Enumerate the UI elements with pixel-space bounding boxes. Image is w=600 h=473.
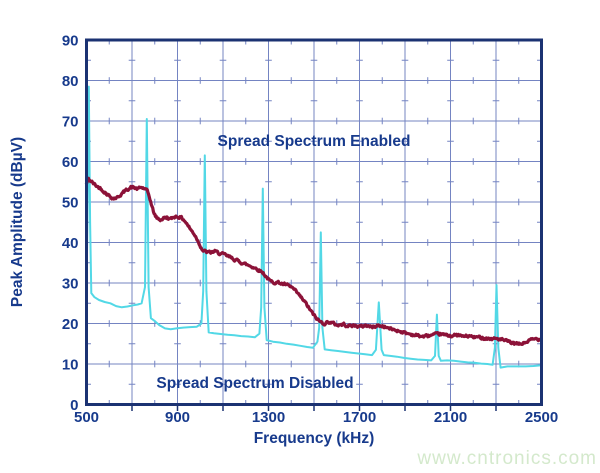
x-tick-label: 2500 [525,409,558,426]
y-tick-label: 60 [62,154,79,171]
y-tick-label: 40 [62,235,79,252]
x-axis-title: Frequency (kHz) [254,430,375,447]
y-tick-label: 80 [62,73,79,90]
y-tick-label: 20 [62,316,79,333]
y-tick-label: 0 [70,397,78,414]
x-tick-labels: 500 900 1300 1700 2100 2500 [74,409,558,426]
minor-tick-marks [86,40,542,405]
y-tick-label: 50 [62,195,79,212]
axis-tick-marks [131,406,497,411]
y-tick-label: 70 [62,114,79,131]
x-tick-label: 500 [74,409,99,426]
x-tick-label: 900 [165,409,190,426]
x-tick-label: 1700 [343,409,376,426]
plot-border [85,38,543,406]
x-tick-label: 1300 [252,409,285,426]
y-tick-label: 90 [62,33,79,50]
x-tick-label: 2100 [434,409,467,426]
annotation-spread-spectrum-disabled: Spread Spectrum Disabled [156,375,353,392]
annotation-spread-spectrum-enabled: Spread Spectrum Enabled [218,133,411,150]
y-axis-title: Peak Amplitude (dBµV) [9,137,26,307]
y-tick-label: 10 [62,357,79,374]
y-tick-labels: 0 10 20 30 40 50 60 70 80 90 [62,33,79,415]
watermark-text: www.cntronics.com [416,448,597,469]
series-curves [84,85,543,369]
y-tick-label: 30 [62,276,79,293]
